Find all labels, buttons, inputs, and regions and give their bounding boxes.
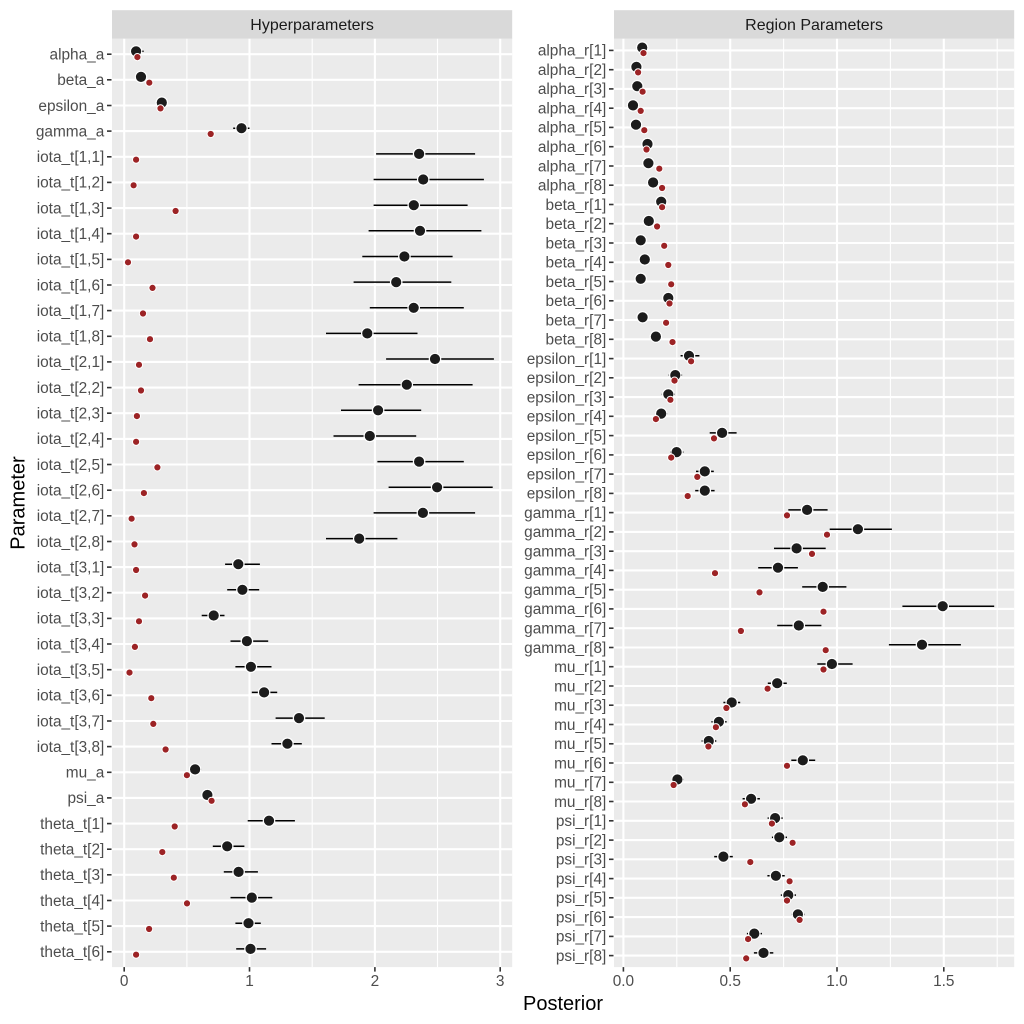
svg-text:0: 0 xyxy=(120,973,129,990)
svg-text:psi_a: psi_a xyxy=(68,790,105,807)
svg-text:epsilon_r[3]: epsilon_r[3] xyxy=(527,389,607,406)
svg-text:iota_t[1,8]: iota_t[1,8] xyxy=(37,329,105,346)
svg-text:2: 2 xyxy=(371,973,380,990)
svg-text:iota_t[3,8]: iota_t[3,8] xyxy=(37,739,105,756)
svg-text:alpha_r[2]: alpha_r[2] xyxy=(538,62,606,79)
svg-text:beta_r[3]: beta_r[3] xyxy=(546,235,607,252)
svg-text:alpha_r[1]: alpha_r[1] xyxy=(538,43,606,60)
svg-text:0.5: 0.5 xyxy=(719,973,740,990)
svg-text:iota_t[3,3]: iota_t[3,3] xyxy=(37,611,105,628)
svg-text:iota_t[3,7]: iota_t[3,7] xyxy=(37,713,105,730)
svg-text:0.0: 0.0 xyxy=(613,973,634,990)
svg-text:1.5: 1.5 xyxy=(933,973,954,990)
svg-text:iota_t[2,2]: iota_t[2,2] xyxy=(37,380,105,397)
svg-text:mu_r[8]: mu_r[8] xyxy=(554,794,606,811)
svg-text:iota_t[2,5]: iota_t[2,5] xyxy=(37,457,105,474)
svg-text:psi_r[5]: psi_r[5] xyxy=(556,890,606,907)
svg-text:epsilon_r[6]: epsilon_r[6] xyxy=(527,447,607,464)
svg-text:theta_t[2]: theta_t[2] xyxy=(40,842,104,859)
svg-text:epsilon_r[8]: epsilon_r[8] xyxy=(527,486,607,503)
svg-text:iota_t[3,4]: iota_t[3,4] xyxy=(37,636,105,653)
svg-text:iota_t[1,1]: iota_t[1,1] xyxy=(37,149,105,166)
svg-text:gamma_r[5]: gamma_r[5] xyxy=(524,582,606,599)
svg-text:mu_r[2]: mu_r[2] xyxy=(554,678,606,695)
svg-text:mu_a: mu_a xyxy=(66,765,105,782)
svg-text:psi_r[6]: psi_r[6] xyxy=(556,909,606,926)
svg-text:beta_a: beta_a xyxy=(57,72,105,89)
svg-text:iota_t[1,4]: iota_t[1,4] xyxy=(37,226,105,243)
svg-text:theta_t[5]: theta_t[5] xyxy=(40,918,104,935)
svg-text:epsilon_r[7]: epsilon_r[7] xyxy=(527,466,607,483)
svg-text:iota_t[1,5]: iota_t[1,5] xyxy=(37,252,105,269)
svg-text:psi_r[7]: psi_r[7] xyxy=(556,929,606,946)
svg-text:Hyperparameters: Hyperparameters xyxy=(250,17,374,34)
svg-text:alpha_r[8]: alpha_r[8] xyxy=(538,178,606,195)
svg-text:iota_t[3,1]: iota_t[3,1] xyxy=(37,559,105,576)
svg-text:iota_t[1,3]: iota_t[1,3] xyxy=(37,200,105,217)
svg-text:theta_t[6]: theta_t[6] xyxy=(40,944,104,961)
svg-text:gamma_r[4]: gamma_r[4] xyxy=(524,563,606,580)
svg-text:epsilon_r[4]: epsilon_r[4] xyxy=(527,409,607,426)
svg-text:iota_t[2,8]: iota_t[2,8] xyxy=(37,534,105,551)
svg-text:psi_r[3]: psi_r[3] xyxy=(556,852,606,869)
svg-text:iota_t[2,6]: iota_t[2,6] xyxy=(37,483,105,500)
svg-text:gamma_r[1]: gamma_r[1] xyxy=(524,505,606,522)
svg-text:mu_r[5]: mu_r[5] xyxy=(554,736,606,753)
svg-text:theta_t[3]: theta_t[3] xyxy=(40,867,104,884)
svg-text:gamma_r[3]: gamma_r[3] xyxy=(524,544,606,561)
svg-text:iota_t[1,6]: iota_t[1,6] xyxy=(37,277,105,294)
svg-text:1.0: 1.0 xyxy=(826,973,847,990)
svg-text:1: 1 xyxy=(245,973,254,990)
svg-text:mu_r[7]: mu_r[7] xyxy=(554,775,606,792)
svg-text:gamma_r[7]: gamma_r[7] xyxy=(524,621,606,638)
svg-text:gamma_r[2]: gamma_r[2] xyxy=(524,524,606,541)
svg-text:Posterior: Posterior xyxy=(523,993,603,1015)
svg-text:theta_t[4]: theta_t[4] xyxy=(40,893,104,910)
svg-text:epsilon_r[1]: epsilon_r[1] xyxy=(527,351,607,368)
svg-text:alpha_a: alpha_a xyxy=(50,47,105,64)
svg-text:iota_t[1,2]: iota_t[1,2] xyxy=(37,175,105,192)
svg-text:iota_t[2,1]: iota_t[2,1] xyxy=(37,354,105,371)
svg-text:mu_r[1]: mu_r[1] xyxy=(554,659,606,676)
svg-text:mu_r[4]: mu_r[4] xyxy=(554,717,606,734)
svg-text:mu_r[6]: mu_r[6] xyxy=(554,755,606,772)
svg-text:iota_t[3,5]: iota_t[3,5] xyxy=(37,662,105,679)
svg-text:alpha_r[3]: alpha_r[3] xyxy=(538,81,606,98)
svg-text:alpha_r[4]: alpha_r[4] xyxy=(538,101,606,118)
svg-text:epsilon_a: epsilon_a xyxy=(38,98,104,115)
svg-text:psi_r[4]: psi_r[4] xyxy=(556,871,606,888)
svg-text:iota_t[3,2]: iota_t[3,2] xyxy=(37,585,105,602)
svg-text:beta_r[4]: beta_r[4] xyxy=(546,255,607,272)
svg-text:theta_t[1]: theta_t[1] xyxy=(40,816,104,833)
svg-text:mu_r[3]: mu_r[3] xyxy=(554,698,606,715)
svg-text:iota_t[2,3]: iota_t[2,3] xyxy=(37,406,105,423)
svg-text:Region Parameters: Region Parameters xyxy=(745,17,883,34)
svg-text:beta_r[5]: beta_r[5] xyxy=(546,274,607,291)
svg-text:Parameter: Parameter xyxy=(8,456,30,550)
svg-text:iota_t[3,6]: iota_t[3,6] xyxy=(37,688,105,705)
svg-text:gamma_r[6]: gamma_r[6] xyxy=(524,601,606,618)
svg-text:iota_t[1,7]: iota_t[1,7] xyxy=(37,303,105,320)
svg-text:alpha_r[7]: alpha_r[7] xyxy=(538,158,606,175)
svg-text:beta_r[2]: beta_r[2] xyxy=(546,216,607,233)
svg-text:psi_r[2]: psi_r[2] xyxy=(556,832,606,849)
svg-text:beta_r[1]: beta_r[1] xyxy=(546,197,607,214)
svg-text:psi_r[1]: psi_r[1] xyxy=(556,813,606,830)
svg-text:beta_r[7]: beta_r[7] xyxy=(546,312,607,329)
svg-text:epsilon_r[5]: epsilon_r[5] xyxy=(527,428,607,445)
svg-text:iota_t[2,4]: iota_t[2,4] xyxy=(37,431,105,448)
svg-text:3: 3 xyxy=(496,973,505,990)
svg-text:epsilon_r[2]: epsilon_r[2] xyxy=(527,370,607,387)
svg-text:beta_r[6]: beta_r[6] xyxy=(546,293,607,310)
svg-text:beta_r[8]: beta_r[8] xyxy=(546,332,607,349)
svg-text:gamma_r[8]: gamma_r[8] xyxy=(524,640,606,657)
svg-text:gamma_a: gamma_a xyxy=(36,123,105,140)
svg-text:alpha_r[6]: alpha_r[6] xyxy=(538,139,606,156)
svg-text:psi_r[8]: psi_r[8] xyxy=(556,948,606,965)
svg-text:alpha_r[5]: alpha_r[5] xyxy=(538,120,606,137)
svg-text:iota_t[2,7]: iota_t[2,7] xyxy=(37,508,105,525)
